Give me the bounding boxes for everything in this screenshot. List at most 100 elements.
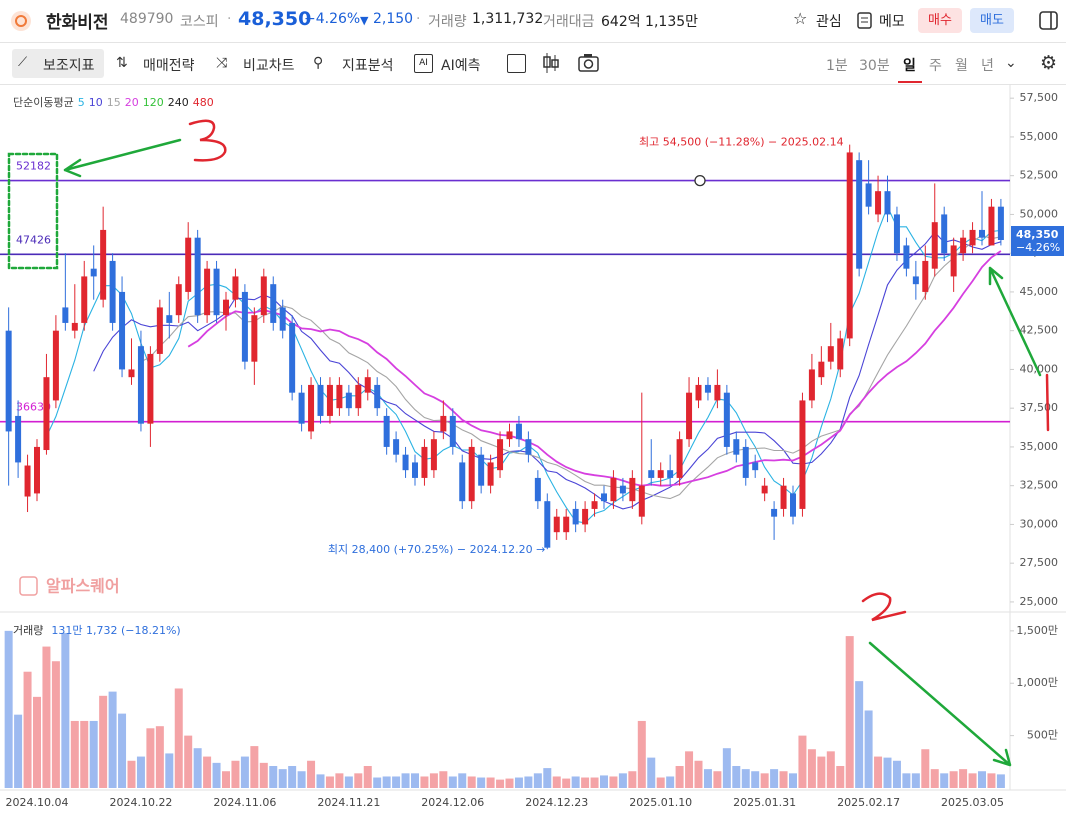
square-tool[interactable] (507, 54, 526, 73)
change: 2,150 (373, 11, 414, 27)
tool[interactable]: 지표분석 (342, 58, 394, 74)
candle-body (752, 462, 759, 471)
volume-bar (335, 773, 344, 788)
candle-body (5, 330, 12, 432)
tool[interactable]: 매매전략 (143, 58, 195, 74)
logo (11, 11, 31, 31)
volume-bar (269, 766, 278, 788)
camera-tool[interactable] (578, 53, 600, 73)
candle-body (260, 276, 267, 316)
candle-body (875, 191, 882, 215)
ma-legend-item: 120 (143, 96, 164, 109)
volume-bar (344, 776, 353, 788)
period[interactable]: 월 (955, 58, 968, 74)
period-selected[interactable]: 일 (903, 58, 916, 74)
tool-icon: ⟋ (18, 55, 28, 70)
candle-body (15, 415, 22, 463)
candle-body (308, 384, 315, 432)
volume-bar (666, 776, 675, 788)
volume-bar (297, 771, 306, 788)
volume-bar (373, 777, 382, 788)
volume-bar (439, 771, 448, 788)
tool[interactable]: 비교차트 (243, 58, 295, 74)
volume-bar (429, 773, 438, 788)
volume-bar (307, 760, 316, 788)
period-chevron[interactable]: ⌄ (1005, 55, 1017, 71)
volume-bar (675, 766, 684, 788)
line-handle (694, 174, 706, 187)
ma-legend-item: 20 (125, 96, 139, 109)
candle-body (137, 346, 144, 424)
amount-label: 거래대금 (543, 14, 595, 30)
candle-tool[interactable] (542, 52, 560, 74)
volume-legend-label: 거래량 (13, 624, 43, 637)
candle-body (459, 462, 466, 502)
volume-bar (514, 777, 523, 788)
volume-bar (722, 748, 731, 788)
tool[interactable]: 보조지표 (43, 58, 95, 74)
volume-bar (987, 773, 996, 788)
volume-bar (89, 720, 98, 788)
period[interactable]: 주 (929, 58, 942, 74)
candle-body (62, 307, 69, 323)
volume-bar (363, 766, 372, 788)
chart: 25,000 27,500 30,000 32,500 35,000 37,500 40,0… (0, 84, 1066, 809)
volume-bar (713, 771, 722, 788)
candle-body (232, 276, 239, 300)
ma-legend-item: 15 (107, 96, 121, 109)
volume-bar (193, 748, 202, 788)
candle-body (506, 431, 513, 440)
star-icon[interactable]: ☆ (793, 9, 808, 28)
moving-average (187, 250, 1002, 487)
volume-bar (978, 771, 986, 788)
volume-bar (382, 776, 391, 788)
scribble-line (1045, 373, 1050, 432)
candle-body (629, 477, 636, 502)
volume-bar (581, 777, 590, 788)
period-underline (898, 81, 922, 83)
candle-body (213, 268, 220, 316)
candle-body (856, 160, 863, 269)
sell-button[interactable]: 매도 (970, 8, 1014, 33)
period[interactable]: 년 (981, 58, 994, 74)
candle-body (922, 260, 929, 292)
scribble-2 (861, 592, 907, 622)
candle-body (421, 446, 428, 478)
watch-button[interactable]: 관심 (816, 14, 842, 30)
x-tick-label: 2024.12.23 (525, 796, 588, 809)
volume-bar (467, 776, 476, 788)
toolbar: ⟋ 보조지표 ⇅ 매매전략 ⤨ 비교차트 ⚲ 지표분석 AI AI예측 1분 3… (0, 43, 1066, 85)
candle-body (667, 470, 674, 478)
candle-body (355, 384, 362, 409)
buy-button[interactable]: 매수 (918, 8, 962, 33)
period[interactable]: 30분 (859, 58, 890, 74)
volume-bar (4, 630, 13, 788)
tool[interactable]: AI예측 (441, 58, 481, 74)
candle-body (799, 400, 806, 509)
candle-body (52, 330, 59, 401)
candle-body (71, 322, 78, 331)
volume-bar (618, 773, 627, 788)
x-tick-label: 2025.03.05 (941, 796, 1004, 809)
volume-bar (136, 756, 145, 788)
y-tick-label: 32,500 (1020, 479, 1059, 492)
settings-icon[interactable]: ⚙ (1040, 52, 1058, 74)
stock-code: 489790 (120, 11, 174, 27)
memo-icon[interactable] (857, 12, 873, 29)
tool-icon: ⚲ (313, 55, 324, 71)
volume-bar (420, 776, 429, 788)
memo-button[interactable]: 메모 (879, 14, 905, 30)
candle-body (185, 237, 192, 292)
candle-body (601, 493, 607, 502)
candle-body (572, 508, 579, 525)
volume-bar (694, 760, 703, 788)
candle-body (128, 369, 135, 378)
period[interactable]: 1분 (826, 58, 848, 74)
volume-bar (231, 760, 240, 788)
ma-legend-item: 240 (168, 96, 189, 109)
volume-bar (165, 753, 174, 788)
separator: · (416, 11, 421, 27)
panel-icon[interactable] (1039, 11, 1059, 31)
x-tick-label: 2024.10.22 (109, 796, 172, 809)
volume-bar (524, 776, 533, 788)
